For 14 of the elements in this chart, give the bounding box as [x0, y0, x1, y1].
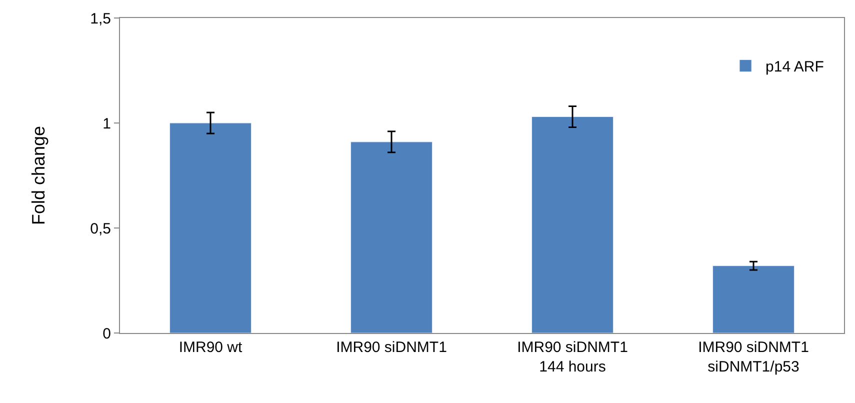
bar — [350, 142, 432, 333]
y-tick-label: 0 — [102, 325, 111, 342]
y-axis-title: Fold change — [28, 126, 48, 226]
y-tick-label: 1 — [102, 115, 111, 132]
x-tick-label: IMR90 siDNMT1 siDNMT1/p53 — [698, 339, 809, 376]
legend-label: p14 ARF — [766, 58, 824, 76]
x-tick-label: IMR90 siDNMT1 144 hours — [517, 339, 628, 376]
bar — [532, 116, 614, 333]
bar — [170, 122, 252, 333]
x-tick-label: IMR90 siDNMT1 — [336, 339, 447, 356]
y-tick-label: 0,5 — [90, 220, 111, 238]
y-tick-label: 1,5 — [90, 10, 111, 28]
bar — [712, 266, 794, 333]
x-tick-label: IMR90 wt — [178, 339, 243, 356]
